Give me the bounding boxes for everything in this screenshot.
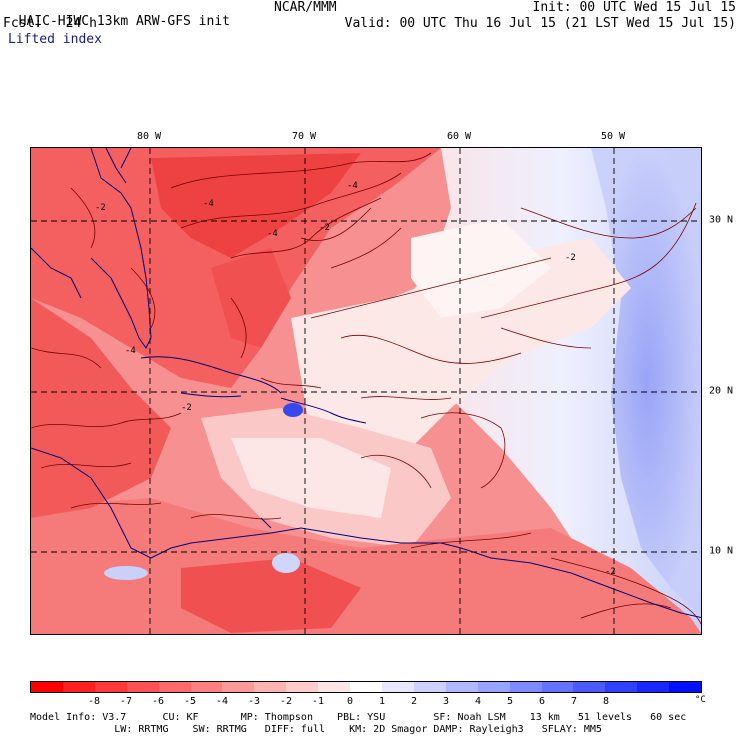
colorbar-unit: °C — [695, 695, 706, 705]
colorbar-swatch — [477, 682, 510, 692]
init-time: Init: 00 UTC Wed 15 Jul 15 — [532, 0, 737, 15]
contour-label: -4 — [347, 181, 358, 191]
model-info-line1: Model Info: V3.7 CU: KF MP: Thompson PBL… — [30, 712, 687, 723]
colorbar-swatch — [573, 682, 606, 692]
blue-spot-hispaniola — [283, 403, 303, 417]
colorbar-swatch — [445, 682, 478, 692]
colorbar-swatch — [126, 682, 159, 692]
model-title-text: HAIC-HIWC 13km ARW-GFS init — [18, 14, 230, 29]
colorbar-swatch — [222, 682, 255, 692]
colorbar-tick-label: -4 — [215, 696, 229, 707]
colorbar-swatch — [669, 682, 702, 692]
graticule — [31, 148, 701, 634]
lifted-index-map: -4 -4 -4 -2 -2 -2 -2 -4 -2 — [30, 147, 702, 635]
lon-label-80w: 80 W — [136, 131, 162, 142]
deep-red-core-2 — [211, 248, 291, 348]
colorbar-swatch — [541, 682, 574, 692]
blue-region — [591, 148, 701, 617]
valid-time: Valid: 00 UTC Thu 16 Jul 15 (21 LST Wed … — [344, 16, 736, 31]
colorbar-tick-label: -2 — [279, 696, 293, 707]
colorbar-swatch — [62, 682, 95, 692]
model-title: HAIC-HIWC 13km ARW-GFS init — [3, 1, 230, 29]
lat-label-10n: 10 N — [709, 545, 734, 557]
contour-label: -4 — [125, 346, 136, 356]
colorbar-tick-label: 1 — [378, 696, 386, 707]
lat-label-20n: 20 N — [709, 385, 734, 397]
colorbar-tick-label: 2 — [410, 696, 418, 707]
colorbar-tick-label: 6 — [538, 696, 546, 707]
model-info-line2: LW: RRTMG SW: RRTMG DIFF: full KM: 2D Sm… — [30, 724, 602, 735]
white-patch — [411, 218, 551, 318]
lat-label-30n: 30 N — [709, 214, 734, 226]
contour-label: -2 — [319, 223, 330, 233]
colorbar-tick-label: -1 — [311, 696, 325, 707]
colorbar — [30, 681, 702, 693]
colorbar-swatch — [381, 682, 414, 692]
colorbar-swatch — [413, 682, 446, 692]
colorbar-tick-label: -5 — [183, 696, 197, 707]
colorbar-tick-label: 7 — [570, 696, 578, 707]
colorbar-tick-label: 4 — [474, 696, 482, 707]
contour-label: -2 — [565, 253, 576, 263]
contour-label: -2 — [181, 403, 192, 413]
contour-label: -4 — [203, 199, 214, 209]
contour-label: -2 — [605, 567, 616, 577]
colorbar-swatch — [286, 682, 319, 692]
colorbar-swatch — [254, 682, 287, 692]
west-red-region — [31, 298, 171, 518]
colorbar-tick-label: -8 — [87, 696, 101, 707]
colorbar-tick-label: 3 — [442, 696, 450, 707]
pale-tongue — [291, 238, 631, 478]
lon-label-60w: 60 W — [446, 131, 472, 142]
colorbar-swatch — [190, 682, 223, 692]
colorbar-swatch — [318, 682, 351, 692]
colorbar-tick-label: -3 — [247, 696, 261, 707]
colorbar-tick-label: -7 — [119, 696, 133, 707]
lon-label-50w: 50 W — [600, 131, 626, 142]
blue-spot-panama — [104, 566, 148, 580]
colorbar-swatch — [637, 682, 670, 692]
map-graphic: -4 -4 -4 -2 -2 -2 -2 -4 -2 — [31, 148, 701, 634]
colorbar-swatch — [94, 682, 127, 692]
colorbar-swatch — [509, 682, 542, 692]
org-label: NCAR/MMM — [274, 0, 337, 15]
contour-label: -2 — [95, 203, 106, 213]
colorbar-swatch — [31, 682, 63, 692]
south-deep-red — [181, 558, 361, 633]
colorbar-swatch — [350, 682, 382, 692]
field-name: Lifted index — [8, 32, 102, 47]
lon-label-70w: 70 W — [291, 131, 317, 142]
colorbar-tick-label: 0 — [346, 696, 354, 707]
contour-lines — [31, 152, 701, 625]
blue-spot-colombia — [272, 553, 300, 573]
colorbar-tick-label: 5 — [506, 696, 514, 707]
contour-label: -4 — [267, 229, 278, 239]
colorbar-swatch — [605, 682, 638, 692]
colorbar-swatch — [158, 682, 191, 692]
colorbar-tick-label: -6 — [151, 696, 165, 707]
forecast-hour: Fcst: 24 h — [3, 16, 97, 31]
coastlines — [31, 148, 701, 619]
colorbar-tick-label: 8 — [602, 696, 610, 707]
caribbean-white-core — [231, 438, 391, 518]
contour-label-group: -4 -4 -4 -2 -2 -2 -2 -4 -2 — [95, 181, 616, 577]
